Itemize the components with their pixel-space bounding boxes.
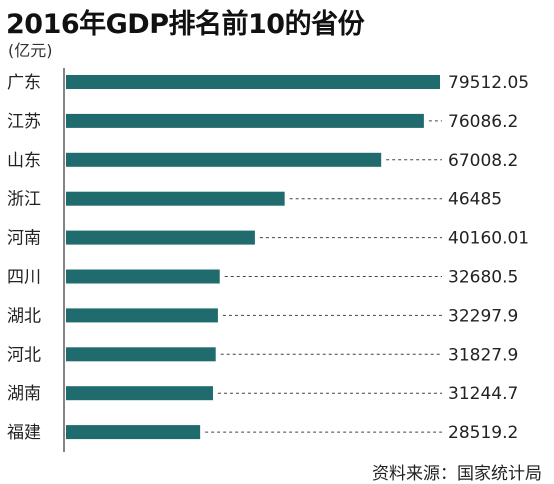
category-label: 湖北 [7, 306, 41, 326]
chart-title: 2016年GDP排名前10的省份 [6, 9, 365, 40]
category-label: 浙江 [7, 190, 41, 210]
bar [66, 152, 382, 167]
value-label: 31244.7 [448, 384, 518, 404]
category-label: 湖南 [7, 384, 41, 404]
category-label: 四川 [7, 268, 41, 288]
source-note: 资料来源：国家统计局 [372, 464, 542, 484]
value-label: 76086.2 [448, 112, 518, 132]
bar [66, 425, 201, 440]
value-label: 32297.9 [448, 306, 518, 326]
category-label: 福建 [7, 423, 41, 443]
value-label: 32680.5 [448, 268, 518, 288]
bars-group: 广东 79512.05 江苏 76086.2 山东 67008.2 浙江 46485 河南 401… [7, 73, 529, 443]
bar [66, 308, 218, 323]
value-label: 46485 [448, 190, 502, 210]
value-label: 28519.2 [448, 423, 518, 443]
bar [66, 75, 440, 89]
category-label: 河南 [7, 229, 41, 249]
bar [66, 230, 255, 245]
value-label: 31827.9 [448, 345, 518, 365]
bar [66, 269, 220, 284]
bar [66, 113, 424, 128]
value-label: 67008.2 [448, 151, 518, 171]
bar [66, 191, 285, 206]
value-label: 79512.05 [448, 73, 529, 93]
category-label: 江苏 [7, 112, 41, 132]
bar [66, 386, 213, 401]
category-label: 山东 [7, 151, 41, 171]
category-label: 河北 [7, 345, 41, 365]
bar [66, 347, 216, 362]
category-label: 广东 [7, 73, 41, 93]
unit-label: (亿元) [8, 41, 53, 60]
value-label: 40160.01 [448, 229, 529, 249]
